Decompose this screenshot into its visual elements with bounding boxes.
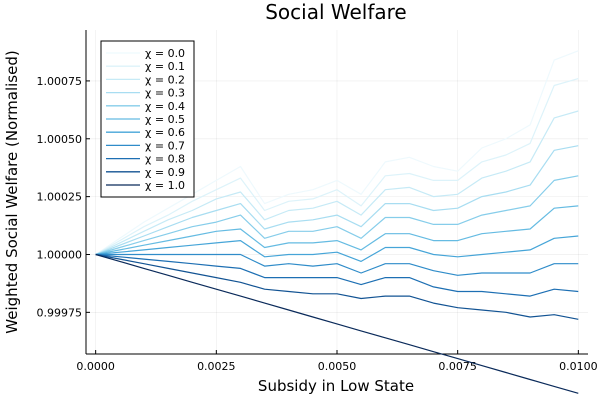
legend-label: χ = 1.0	[145, 179, 185, 192]
y-tick-label: 1.00000	[37, 248, 83, 261]
x-axis-label: Subsidy in Low State	[258, 377, 414, 395]
series-line-3	[95, 145, 579, 256]
x-ticks: 0.0000 0.0025 0.0050 0.0075 0.0100	[76, 350, 598, 373]
series-line-7	[95, 253, 579, 276]
legend-label: χ = 0.9	[145, 166, 185, 179]
x-tick-label: 0.0025	[197, 360, 236, 373]
x-tick-label: 0.0050	[318, 360, 357, 373]
series-line-2	[95, 110, 579, 256]
y-tick-label: 1.00075	[37, 75, 83, 88]
legend-label: χ = 0.1	[145, 60, 185, 73]
y-axis-label: Weighted Social Welfare (Normalised)	[3, 50, 21, 333]
legend: χ = 0.0χ = 0.1χ = 0.2χ = 0.3χ = 0.4χ = 0…	[100, 40, 195, 198]
series-line-6	[95, 235, 579, 262]
legend-label: χ = 0.2	[145, 73, 185, 86]
legend-box	[100, 40, 195, 198]
y-tick-label: 0.99975	[37, 306, 83, 319]
legend-label: χ = 0.0	[145, 47, 185, 60]
series-line-9	[95, 253, 579, 320]
legend-label: χ = 0.8	[145, 153, 185, 166]
legend-label: χ = 0.3	[145, 87, 185, 100]
y-ticks: 0.99975 1.00000 1.00025 1.00050 1.00075	[37, 75, 90, 319]
series-line-8	[95, 253, 579, 297]
legend-label: χ = 0.4	[145, 100, 185, 113]
series-line-4	[95, 175, 579, 256]
x-tick-label: 0.0100	[559, 360, 598, 373]
legend-label: χ = 0.7	[145, 139, 185, 152]
series-line-10	[95, 253, 579, 394]
x-tick-label: 0.0075	[438, 360, 477, 373]
chart-title: Social Welfare	[265, 0, 407, 24]
y-tick-label: 1.00050	[37, 133, 83, 146]
series-line-5	[95, 205, 579, 256]
series-line-1	[95, 78, 579, 256]
legend-label: χ = 0.6	[145, 126, 185, 139]
y-tick-label: 1.00025	[37, 191, 83, 204]
series-lines	[95, 50, 579, 394]
series-line-0	[95, 50, 579, 255]
x-tick-label: 0.0000	[76, 360, 115, 373]
legend-label: χ = 0.5	[145, 113, 185, 126]
